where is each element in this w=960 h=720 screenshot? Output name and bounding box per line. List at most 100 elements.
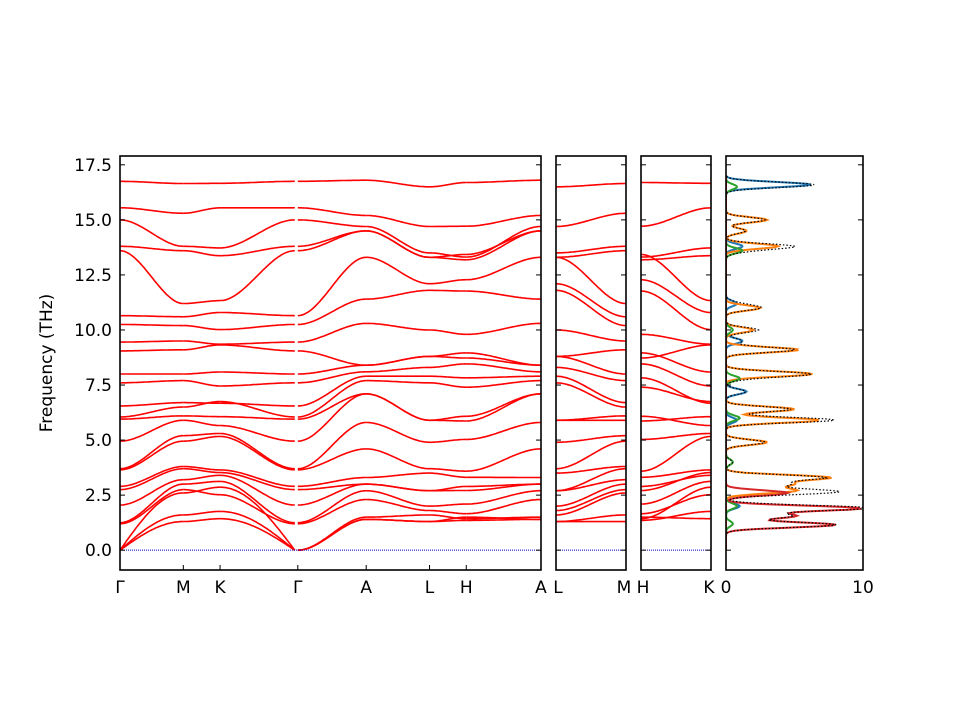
h-k-band-12 (641, 386, 711, 403)
l-m-band-20 (556, 256, 626, 305)
dos-total (726, 175, 863, 551)
seg-0-band-9 (120, 434, 184, 470)
seg-0-band-22 (120, 219, 184, 248)
seg-2-band-24 (220, 180, 295, 185)
seg-6-band-16 (466, 357, 541, 366)
h-k-band-6 (641, 471, 711, 492)
seg-1-band-5 (183, 474, 221, 481)
seg-2-band-16 (220, 344, 295, 352)
seg-2-band-0 (220, 517, 296, 551)
seg-4-band-1 (366, 518, 430, 523)
seg-1-band-19 (183, 311, 221, 318)
seg-0-band-14 (120, 379, 184, 384)
seg-3-band-5 (297, 483, 367, 506)
seg-0-band-1 (120, 514, 184, 551)
seg-6-band-2 (466, 516, 541, 520)
seg-2-band-7 (220, 469, 295, 488)
seg-1-band-7 (183, 465, 221, 471)
seg-3-band-8 (297, 448, 367, 471)
seg-5-band-4 (429, 503, 467, 507)
seg-3-band-11 (297, 393, 367, 420)
seg-6-band-3 (466, 498, 541, 515)
h-k-band-9 (641, 432, 711, 441)
seg-0-band-20 (120, 249, 184, 305)
seg-1-band-8 (183, 435, 221, 442)
x-tick-label: H (637, 578, 650, 598)
h-k-band-18 (641, 290, 711, 331)
h-k-band-19 (641, 278, 711, 314)
seg-3-band-6 (297, 483, 367, 491)
l-m-band-4 (556, 483, 626, 507)
seg-3-band-10 (297, 393, 367, 442)
seg-6-band-10 (466, 393, 541, 418)
l-m-band-19 (556, 282, 626, 318)
y-tick-label: 5.0 (85, 431, 112, 451)
seg-3-band-7 (297, 476, 367, 488)
seg-4-band-14 (366, 366, 430, 373)
seg-3-band-15 (297, 364, 367, 375)
seg-3-band-21 (297, 230, 367, 248)
seg-5-band-3 (429, 509, 467, 515)
seg-4-band-23 (366, 214, 430, 228)
h-k-band-1 (641, 510, 711, 522)
seg-1-band-22 (183, 245, 221, 249)
seg-2-band-6 (220, 471, 295, 491)
l-m-band-18 (556, 289, 626, 327)
axes-frame-1 (555, 155, 627, 571)
h-k-band-22 (641, 247, 711, 258)
x-tick-label: K (703, 578, 715, 598)
seg-3-band-9 (297, 421, 367, 470)
band-panel-main (120, 179, 541, 551)
seg-4-band-21 (366, 230, 430, 259)
seg-1-band-16 (183, 344, 221, 351)
seg-0-band-8 (120, 440, 184, 471)
seg-4-band-12 (366, 379, 430, 384)
l-m-band-14 (556, 366, 626, 382)
seg-5-band-19 (429, 278, 467, 285)
seg-6-band-6 (466, 483, 541, 492)
seg-4-band-11 (366, 393, 430, 422)
y-tick-label: 12.5 (74, 266, 112, 286)
seg-3-band-24 (297, 179, 367, 183)
seg-6-band-8 (466, 448, 541, 472)
seg-0-band-3 (120, 488, 184, 525)
seg-4-band-2 (366, 514, 430, 518)
seg-6-band-22 (466, 225, 541, 258)
h-k-band-11 (641, 415, 711, 422)
x-tick-label: L (425, 578, 435, 598)
l-m-band-22 (556, 245, 626, 254)
x-tick-label: M (176, 578, 191, 598)
l-m-band-1 (556, 514, 626, 523)
seg-0-band-16 (120, 349, 184, 352)
seg-3-band-1 (297, 518, 367, 551)
l-m-band-23 (556, 212, 626, 228)
band-panel-h-k (641, 181, 711, 551)
seg-6-band-19 (466, 256, 541, 281)
seg-1-band-12 (183, 400, 221, 408)
y-tick-label: 17.5 (74, 156, 112, 176)
h-k-band-2 (641, 486, 711, 520)
x-tick-label: K (214, 578, 226, 598)
y-tick-label: 15.0 (74, 211, 112, 231)
seg-4-band-18 (366, 289, 430, 300)
l-m-band-13 (556, 375, 626, 404)
y-tick-label: 7.5 (85, 376, 112, 396)
h-k-band-10 (641, 415, 711, 427)
axes-frames (119, 155, 864, 571)
l-m-band-3 (556, 488, 626, 512)
seg-5-band-14 (429, 363, 467, 369)
x-tick-label: A (360, 578, 372, 598)
h-k-band-14 (641, 363, 711, 387)
dos-partial-2 (726, 175, 744, 551)
seg-3-band-13 (297, 375, 367, 407)
h-k-band-15 (641, 352, 711, 373)
seg-5-band-9 (429, 438, 467, 444)
seg-0-band-7 (120, 465, 184, 488)
seg-3-band-23 (297, 206, 367, 217)
seg-2-band-9 (220, 432, 295, 470)
axes-frame-3 (725, 155, 864, 571)
h-k-band-21 (641, 254, 711, 261)
seg-3-band-22 (297, 219, 367, 228)
seg-2-band-2 (220, 486, 296, 551)
seg-3-band-16 (297, 350, 367, 366)
